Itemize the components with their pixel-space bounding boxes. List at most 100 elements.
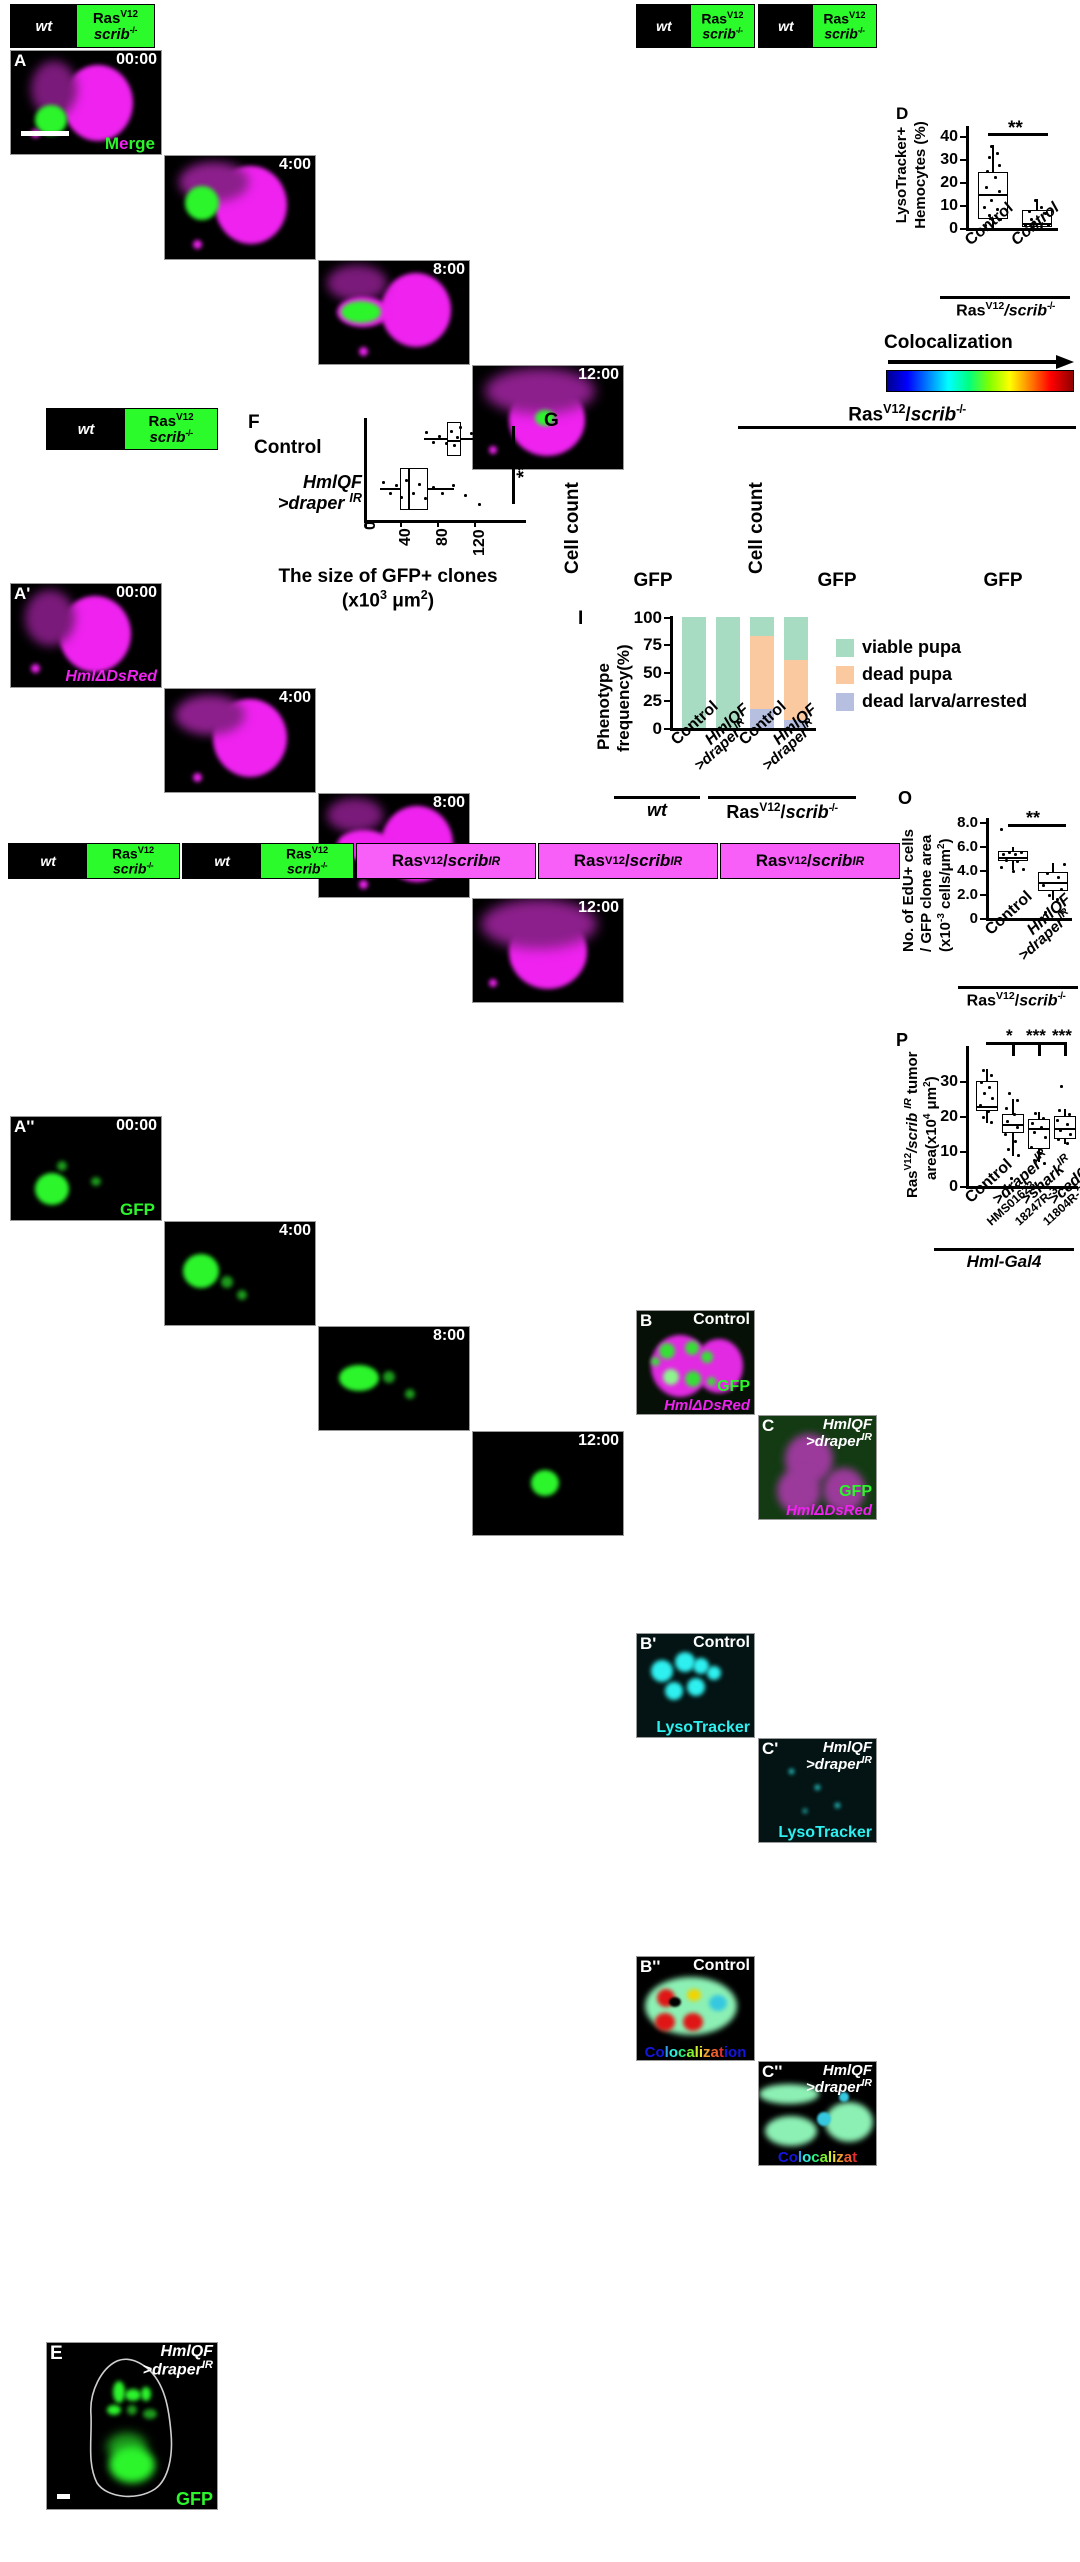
panel-o-ytick-8: 8.0: [957, 814, 978, 831]
timestamp-4: 12:00: [578, 366, 619, 383]
panel-letter-bdblprime: B'': [640, 1957, 661, 1976]
panel-o-ylabel-1: No. of EdU+ cells: [900, 829, 917, 952]
panel-a-frame-2[interactable]: 4:00: [164, 155, 316, 260]
panel-b[interactable]: B Control GFP HmlΔDsRed: [636, 1310, 755, 1415]
panel-p-ytick-10: 10: [940, 1143, 958, 1160]
panel-i-bar-4-viable: [784, 617, 808, 660]
panel-f-yaxis: [364, 418, 367, 522]
panel-i-bar-3-deadlarva: [750, 709, 774, 728]
panel-i-bar-3-deadpupa: [750, 636, 774, 709]
panel-i-ylabel-1: Phenotype: [594, 663, 613, 750]
genotype-wt-label: wt: [637, 5, 691, 47]
panel-d-yaxis: [966, 126, 969, 230]
panel-adblprime-frame-3[interactable]: 8:00: [318, 1326, 470, 1431]
panel-d-ytick-10: 10: [940, 197, 958, 214]
timestamp-3: 8:00: [432, 261, 465, 278]
panel-e[interactable]: E HmlQF >draperIR GFP: [46, 2342, 218, 2510]
panel-letter-f: F: [248, 412, 260, 433]
panel-i-xaxis: [670, 728, 816, 731]
panel-letter-adblprime: A'': [14, 1117, 35, 1136]
panel-aprime-frame-1[interactable]: A' 00:00 HmlΔDsRed: [10, 583, 162, 688]
panel-f-significance: ***: [514, 455, 535, 478]
panel-c[interactable]: C HmlQF >draperIR GFP HmlΔDsRed: [758, 1415, 877, 1520]
panel-g-group-label: RasV12/scrib-/-: [848, 402, 966, 426]
panel-i-ytick-75: 75: [643, 635, 662, 654]
panel-letter-cdblprime: C'': [762, 2062, 783, 2081]
timestamp-3: 8:00: [432, 794, 465, 811]
genotype-ras-scrib-label: RasV12 scrib-/-: [125, 409, 217, 449]
condition-label: HmlQF >draperIR: [806, 1739, 872, 1774]
timestamp-4: 12:00: [578, 1432, 619, 1449]
channel-label-coloc: Colocalization: [644, 2043, 747, 2061]
panel-i-yaxis: [670, 616, 673, 730]
channel-label-gfp: GFP: [120, 1199, 155, 1219]
legend-swatch-deadlarva: [836, 692, 854, 711]
panel-f-cat-control: Control: [254, 437, 322, 458]
panel-letter-i: I: [578, 608, 584, 629]
panel-bdblprime[interactable]: B'' Control Colocalization: [636, 1956, 755, 2061]
panel-f-xtick-0: 0: [362, 521, 379, 530]
panel-a-frame-1[interactable]: A 00:00 Merge: [10, 50, 162, 155]
legend-swatch-viable: [836, 638, 854, 657]
channel-label-gfp: GFP: [839, 1482, 872, 1500]
panel-p-significance-2: ***: [1026, 1026, 1046, 1045]
panel-i-ytick-50: 50: [643, 663, 662, 682]
panel-adblprime-frame-1[interactable]: A'' 00:00 GFP: [10, 1116, 162, 1221]
panel-p-sigtick-1: [1012, 1042, 1015, 1056]
panel-g-header-wt: wt: [600, 404, 622, 425]
panel-i-group-rule-ras: [708, 796, 856, 799]
panel-p-ytick-30: 30: [940, 1073, 958, 1090]
panel-f-xtick-40: 40: [397, 528, 414, 546]
panel-p-group-rule: [934, 1248, 1074, 1251]
channel-label-gfp: GFP: [175, 2488, 213, 2509]
panel-d-ytick-40: 40: [940, 128, 958, 145]
panel-g-ylabel-2: Cell count: [746, 482, 767, 574]
panel-o-box-draper: [1038, 872, 1068, 891]
condition-label: HmlQF >draperIR: [806, 2062, 872, 2097]
timestamp-4: 12:00: [578, 899, 619, 916]
panel-p-ytick-20: 20: [940, 1108, 958, 1125]
panel-a-frame-3[interactable]: 8:00: [318, 260, 470, 365]
panel-letter-c: C: [762, 1416, 775, 1435]
colorbar-label: Colocalization: [884, 332, 1013, 353]
panel-o-ytick-4: 4.0: [957, 862, 978, 879]
panel-i-legend: viable pupa dead pupa dead larva/arreste…: [836, 634, 1027, 715]
panel-m-genotype-bar: Ras V12/scrib IR: [538, 843, 718, 879]
panel-d-significance: **: [1008, 118, 1023, 139]
panel-adblprime-frame-4[interactable]: 12:00: [472, 1431, 624, 1536]
legend-label-deadpupa: dead pupa: [862, 664, 953, 684]
panel-a-frame-4[interactable]: 12:00: [472, 365, 624, 470]
panel-adblprime-frame-2[interactable]: 4:00: [164, 1221, 316, 1326]
panel-b-genotype-bar: wt RasV12 scrib-/-: [636, 4, 755, 48]
channel-label-gfp: GFP: [717, 1377, 750, 1395]
genotype-wt-label: wt: [9, 844, 88, 878]
channel-label-lyso: LysoTracker: [656, 1718, 750, 1736]
condition-label: Control: [693, 1311, 750, 1328]
genotype-ras-scrib-label: RasV12 scrib-/-: [87, 844, 179, 878]
genotype-wt-label: wt: [183, 844, 262, 878]
panel-bprime[interactable]: B' Control LysoTracker: [636, 1633, 755, 1738]
timestamp-1: 00:00: [116, 584, 157, 601]
panel-i-bar-4-deadlarva: [784, 720, 808, 728]
channel-label-coloc: Colocalizat: [777, 2148, 858, 2166]
panel-cdblprime[interactable]: C'' HmlQF >draperIR Colocalizat: [758, 2061, 877, 2166]
panel-p-significance-3: ***: [1052, 1026, 1072, 1045]
panel-aprime-frame-4[interactable]: 12:00: [472, 898, 624, 1003]
panel-letter-b: B: [640, 1311, 653, 1330]
panel-p-box-shark: [1028, 1119, 1050, 1149]
genotype-wt-label: wt: [11, 5, 77, 47]
scale-bar: [21, 131, 69, 136]
panel-o-ytick-0: 0: [969, 910, 978, 927]
panel-f-xaxis: [364, 520, 526, 523]
timestamp-1: 00:00: [116, 51, 157, 68]
legend-label-deadlarva: dead larva/arrested: [862, 691, 1028, 711]
genotype-ras-scrib-label: RasV12 scrib-/-: [76, 5, 154, 47]
panel-o-yaxis: [986, 818, 989, 920]
panel-p-significance-1: *: [1006, 1026, 1013, 1045]
genotype-wt-label: wt: [759, 5, 813, 47]
panel-o-ytick-2: 2.0: [957, 886, 978, 903]
panel-aprime-frame-2[interactable]: 4:00: [164, 688, 316, 793]
timestamp-3: 8:00: [432, 1327, 465, 1344]
genotype-ras-scrib-label: RasV12 scrib-/-: [690, 5, 754, 47]
panel-cprime[interactable]: C' HmlQF >draperIR LysoTracker: [758, 1738, 877, 1843]
